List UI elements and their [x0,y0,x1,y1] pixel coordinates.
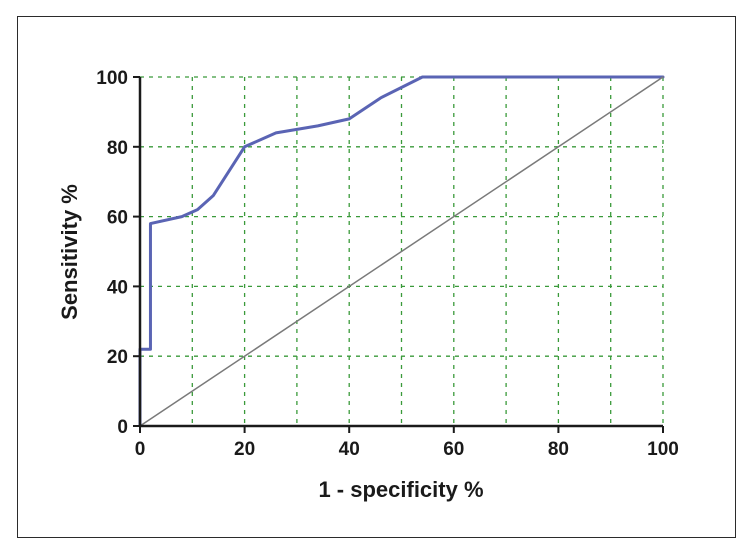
axes-layer [138,77,663,428]
y-tick-label: 20 [107,347,128,368]
y-tick-label: 100 [96,68,128,89]
series-layer [138,75,665,428]
x-tick-label: 20 [234,439,255,460]
y-tick-label: 60 [107,208,128,229]
chart-frame [17,16,736,538]
y-tick-label: 40 [107,277,128,298]
tick-layer: 0 20 40 60 80 100 0 20 40 60 80 100 [96,68,679,460]
x-tick-label: 80 [548,439,569,460]
y-tick-label: 0 [117,417,128,438]
roc-curve-line [138,75,665,428]
x-tick-label: 40 [339,439,360,460]
x-tick-label: 60 [443,439,464,460]
y-tick-label: 80 [107,138,128,159]
x-axis-title: 1 - specificity % [318,477,483,502]
x-tick-label: 0 [135,439,146,460]
reference-diagonal-line [139,76,664,427]
y-axis-title: Sensitivity % [57,184,82,320]
x-tick-label: 100 [647,439,679,460]
grid-layer [140,76,664,426]
